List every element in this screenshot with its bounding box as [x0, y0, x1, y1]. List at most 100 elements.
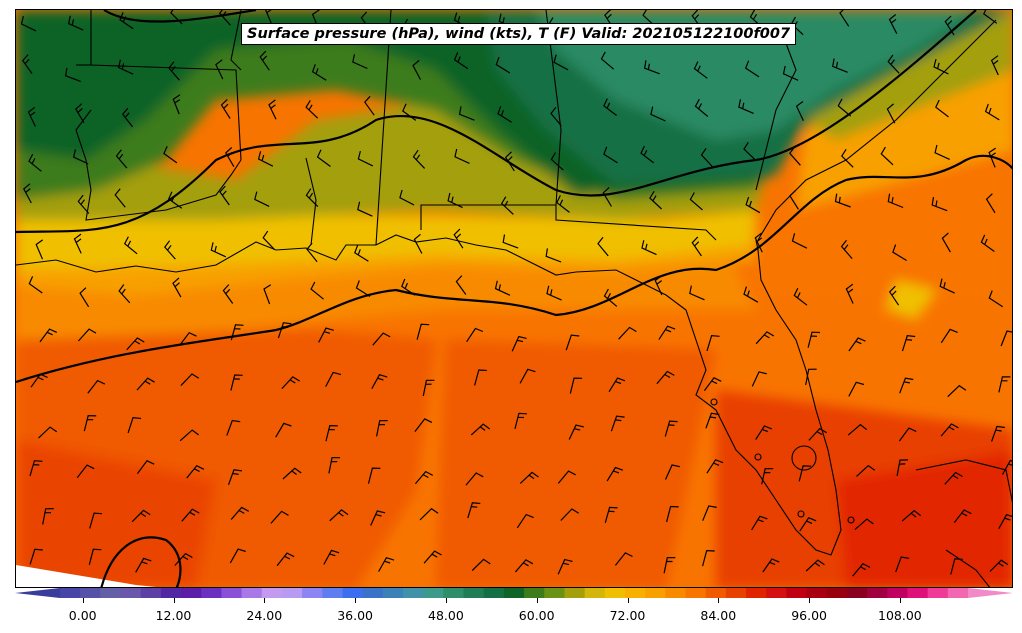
- wind-barb: [557, 470, 576, 484]
- colorbar-segment: [725, 588, 747, 598]
- wind-barb: [944, 15, 955, 36]
- wind-barb: [222, 284, 234, 304]
- wind-barb: [172, 94, 181, 115]
- wind-barb: [210, 242, 227, 258]
- wind-barb: [378, 556, 395, 572]
- wind-barb: [553, 54, 569, 71]
- wind-barb: [230, 506, 249, 520]
- colorbar-segment: [746, 588, 767, 598]
- wind-barb: [947, 384, 967, 398]
- wind-barb: [557, 558, 573, 575]
- wind-barb: [325, 371, 342, 387]
- colorbar-segment: [483, 588, 505, 598]
- wind-barb: [603, 98, 617, 116]
- wind-barb: [805, 559, 825, 572]
- isobars: [16, 10, 1012, 587]
- wind-barb: [848, 337, 866, 352]
- wind-barb: [511, 335, 527, 352]
- wind-barb: [497, 106, 512, 123]
- wind-barb: [215, 59, 224, 80]
- colorbar-tick-label: 84.00: [700, 608, 737, 623]
- wind-barb: [179, 331, 197, 346]
- wind-barb: [495, 56, 511, 74]
- wind-barb: [328, 457, 340, 474]
- wind-barb: [35, 239, 44, 260]
- wind-barb: [892, 244, 907, 262]
- wind-barb: [1001, 459, 1012, 475]
- wind-barb: [901, 335, 916, 352]
- wind-barb: [550, 152, 564, 171]
- colorbar-segment: [927, 588, 949, 598]
- wind-barb: [988, 147, 997, 168]
- wind-barb: [761, 467, 774, 485]
- colorbar-tick-mark: [82, 598, 84, 603]
- wind-barb: [899, 377, 914, 394]
- wind-barb: [933, 58, 949, 75]
- wind-barb: [705, 412, 720, 429]
- wind-barb: [934, 144, 950, 160]
- wind-barb: [702, 505, 717, 521]
- wind-barb: [837, 98, 852, 117]
- wind-barb: [376, 420, 388, 437]
- wind-barb: [470, 423, 491, 436]
- wind-barb: [419, 507, 439, 521]
- wind-barb: [118, 284, 131, 304]
- wind-barb: [751, 515, 768, 531]
- wind-barb: [888, 285, 900, 306]
- wind-barb: [782, 65, 799, 81]
- wind-barb: [702, 549, 715, 567]
- wind-barb: [164, 240, 176, 260]
- colorbar-segment: [181, 588, 202, 598]
- wind-barb: [172, 277, 182, 298]
- wind-barb: [254, 191, 270, 207]
- colorbar-tick-mark: [718, 598, 720, 603]
- colorbar-segment: [624, 588, 646, 598]
- wind-barb: [181, 508, 200, 522]
- wind-barb: [743, 141, 756, 161]
- wind-barb: [416, 323, 430, 340]
- wind-barb: [755, 425, 773, 440]
- wind-barb: [39, 328, 58, 343]
- wind-barb: [401, 278, 416, 296]
- wind-barb: [832, 58, 848, 73]
- wind-barb: [277, 322, 292, 339]
- wind-barb: [318, 327, 334, 343]
- wind-barb: [644, 60, 660, 75]
- wind-barb: [323, 549, 340, 565]
- colorbar-tick-mark: [264, 598, 266, 603]
- colorbar-segment: [60, 588, 81, 598]
- wind-barb: [606, 466, 624, 482]
- wind-barb: [845, 283, 854, 304]
- wind-barb: [1000, 330, 1012, 347]
- wind-barb: [402, 103, 417, 121]
- wind-barb: [257, 151, 274, 167]
- wind-barb: [514, 412, 527, 430]
- wind-barb: [565, 334, 580, 351]
- wind-barb: [610, 415, 625, 432]
- wind-barb: [474, 369, 487, 386]
- wind-barb: [79, 287, 90, 308]
- colorbar-tick-mark: [899, 598, 901, 603]
- wind-barb: [840, 239, 853, 259]
- colorbar-segment: [766, 588, 787, 598]
- wind-barb: [370, 510, 386, 526]
- wind-barb: [225, 147, 235, 168]
- map-canvas: [16, 10, 1012, 587]
- state-borders: [75, 10, 797, 246]
- wind-barb: [305, 100, 319, 119]
- colorbar-segment: [524, 588, 545, 598]
- wind-barb: [357, 201, 373, 217]
- temperature-shading: [16, 10, 1012, 587]
- wind-barb: [980, 234, 995, 252]
- colorbar-tick-mark: [173, 598, 175, 603]
- wind-barb: [950, 558, 963, 575]
- wind-barb: [367, 467, 381, 484]
- colorbar-segment: [463, 588, 485, 598]
- wind-barb: [218, 10, 231, 26]
- colorbar-segment: [362, 588, 384, 598]
- wind-barb: [372, 332, 391, 346]
- wind-barb: [569, 377, 583, 394]
- colorbar-segment: [80, 588, 101, 598]
- wind-barb: [413, 233, 423, 254]
- colorbar-segment: [120, 588, 142, 598]
